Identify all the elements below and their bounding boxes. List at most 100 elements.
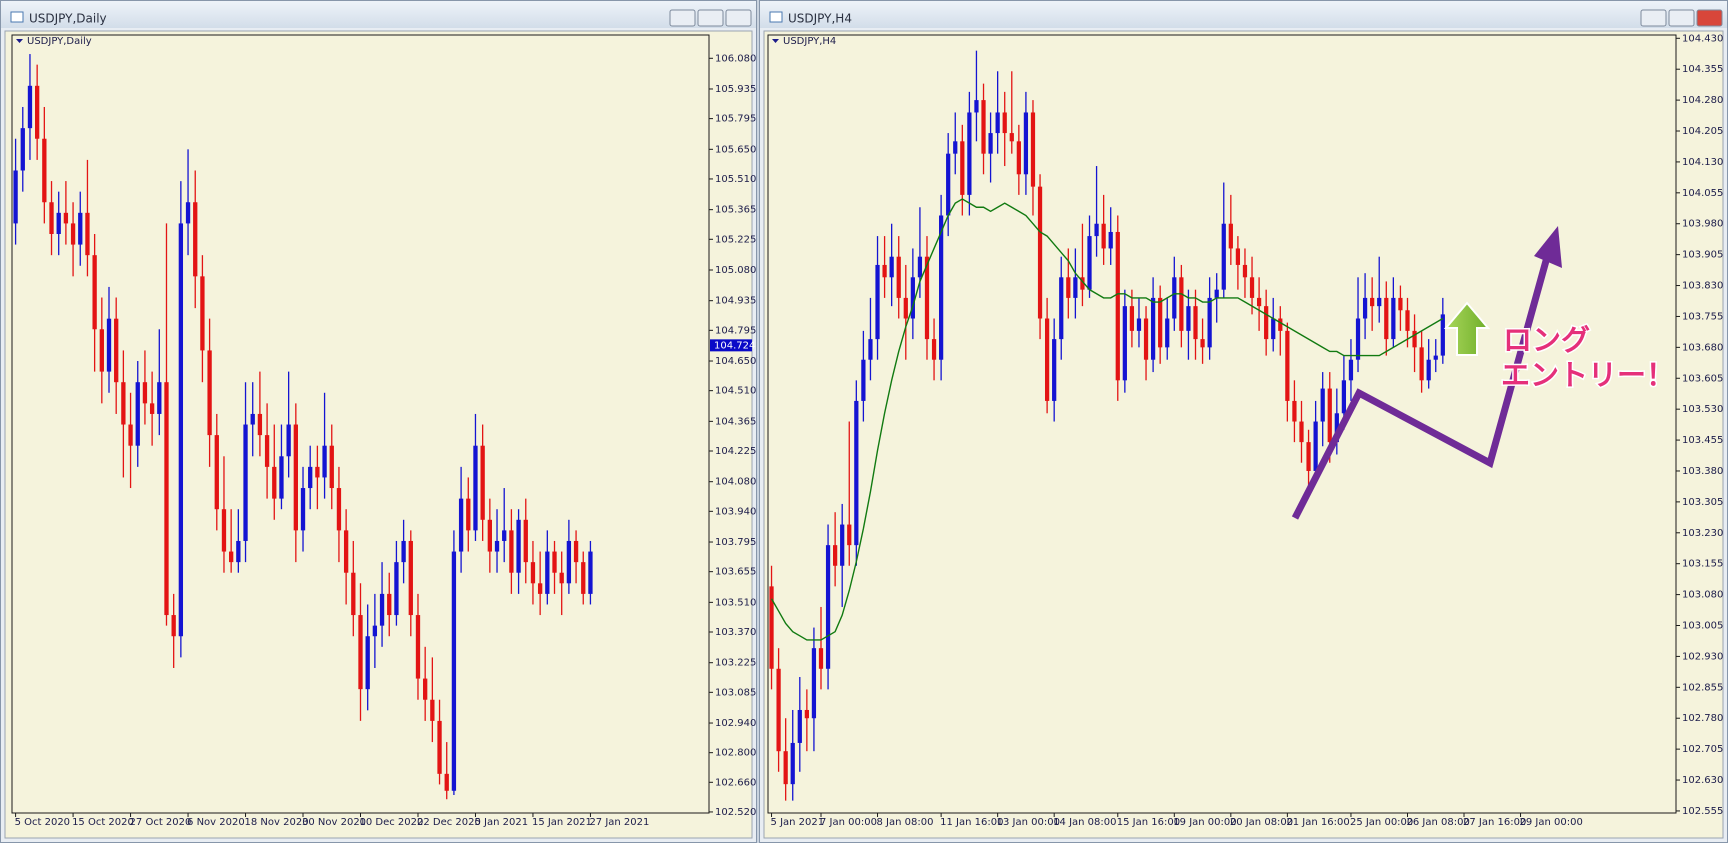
up-arrow [1443,301,1491,356]
candle-body [1249,277,1255,298]
candle-body [444,773,449,791]
candle-body [1235,248,1241,265]
candle-body [1143,318,1149,360]
window-button[interactable] [1668,9,1695,27]
x-tick-label: 27 Jan 16:00 [1463,817,1526,828]
candle-body [1044,318,1050,401]
candle-body [1256,297,1262,307]
candle-body [769,586,774,669]
candle-body [1334,413,1339,443]
candle-body [811,648,817,719]
candle-body [847,524,852,546]
plot-border [767,34,1677,814]
candle-body [995,112,1000,134]
candle-body [1080,277,1085,290]
window-icon [10,11,24,23]
x-tick-label: 25 Jan 00:00 [1350,817,1413,828]
candle-body [207,350,212,436]
candle-body [896,256,901,298]
candle-body [1108,231,1113,249]
y-tick-label: 104.355 [1682,64,1723,75]
candle-body [776,668,781,752]
candle-body [372,625,378,637]
candle-body [466,498,471,531]
y-tick-label: 102.705 [1682,744,1723,755]
candle-body [1122,306,1127,381]
x-tick-label: 7 Jan 00:00 [820,817,877,828]
candle-body [1214,289,1219,298]
title-bar [1,1,756,28]
x-tick-label: 6 Nov 2020 [187,817,245,828]
candle-body [783,751,788,785]
plot-area [13,54,593,800]
window-button[interactable] [1640,9,1667,27]
candle-body [13,170,18,224]
moving-average [770,198,1444,641]
candle-body [236,540,241,563]
candle-body [1327,388,1332,443]
candle-body [833,545,838,566]
x-tick-label: 11 Jan 16:00 [940,817,1003,828]
candle-body [1320,388,1325,422]
candle-body [1426,359,1431,381]
y-tick-label: 103.080 [1682,590,1723,601]
window-button[interactable] [697,9,724,27]
candle-body [473,445,478,531]
candle-body [408,540,413,616]
y-tick-label: 104.080 [715,477,756,488]
candle-body [545,551,550,594]
candle-body [1101,223,1106,249]
window-button[interactable] [725,9,752,27]
y-tick-label: 103.370 [715,627,756,638]
window-button[interactable] [1696,9,1723,27]
candle-body [502,530,507,541]
x-tick-label: 18 Nov 2020 [245,817,309,828]
y-tick-label: 103.510 [715,597,756,608]
y-tick-label: 104.280 [1682,95,1723,106]
y-tick-label: 103.380 [1682,466,1723,477]
y-tick-label: 102.520 [715,807,756,818]
y-tick-label: 105.795 [715,114,756,125]
candle-body [1440,314,1445,356]
x-tick-label: 15 Oct 2020 [72,817,134,828]
candle-body [1377,297,1382,307]
candle-body [1362,297,1368,319]
y-tick-label: 104.365 [715,416,756,427]
x-tick-label: 29 Jan 00:00 [1520,817,1583,828]
candle-body [988,133,993,154]
candle-body [128,424,133,446]
candle-body [1419,347,1424,381]
candle-body [882,264,887,278]
candle-body [430,699,435,721]
arrow-head [1534,226,1562,268]
y-tick-label: 104.055 [1682,188,1723,199]
window-button[interactable] [669,9,696,27]
candle-body [537,583,543,594]
candle-body [924,256,930,340]
y-tick-label: 102.660 [715,777,756,788]
candle-body [286,424,291,457]
candle-body [875,264,880,340]
title-bar [760,1,1727,28]
candle-body [214,435,219,510]
candle-body [1228,223,1233,249]
candle-body [114,318,119,383]
candle-body [1016,141,1021,175]
candle-body [1299,421,1304,443]
price-tag-label: 104.724 [714,340,755,351]
candle-body [1278,318,1283,331]
candle-body [315,466,320,478]
candle-body [910,277,915,319]
candle-body [365,636,370,690]
y-tick-label: 104.205 [1682,126,1723,137]
candle-body [1186,306,1191,331]
candle-body [193,202,198,277]
candle-body [343,530,349,573]
candle-body [1037,186,1043,319]
zigzag-arrow [1291,249,1553,520]
candle-body [171,615,176,637]
candle-body [106,318,112,372]
y-tick-label: 102.555 [1682,806,1723,817]
